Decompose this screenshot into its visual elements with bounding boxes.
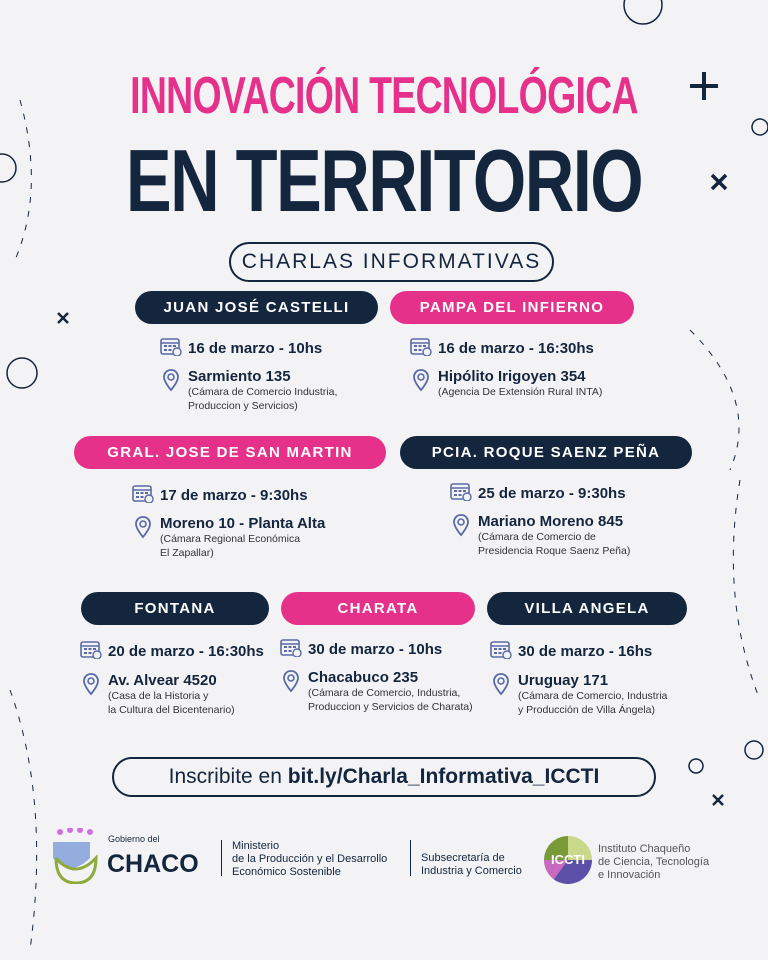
city-pill: PAMPA DEL INFIERNO bbox=[390, 291, 634, 324]
date-text: 25 de marzo - 9:30hs bbox=[478, 484, 626, 502]
date-text: 16 de marzo - 16:30hs bbox=[438, 339, 594, 357]
chaco-wordmark: CHACO bbox=[107, 850, 199, 878]
location-pin-icon bbox=[412, 368, 430, 399]
venue: (Cámara Regional Económica El Zapallar) bbox=[160, 533, 301, 559]
city-pill: GRAL. JOSE DE SAN MARTIN bbox=[74, 436, 386, 469]
title-line-2: EN TERRITORIO bbox=[125, 131, 644, 230]
event-location: Mariano Moreno 845 (Cámara de Comercio de… bbox=[452, 513, 630, 558]
venue: (Agencia De Extensión Rural INTA) bbox=[438, 386, 603, 398]
event-date: 16 de marzo - 10hs bbox=[160, 336, 322, 360]
address: Mariano Moreno 845 bbox=[478, 513, 624, 530]
registration-banner[interactable]: Inscribite en bit.ly/Charla_Informativa_… bbox=[112, 757, 656, 797]
divider bbox=[221, 840, 222, 876]
subtitle-pill: CHARLAS INFORMATIVAS bbox=[229, 242, 554, 282]
location-pin-icon bbox=[82, 672, 100, 717]
location-pin-icon bbox=[134, 515, 152, 560]
date-text: 30 de marzo - 16hs bbox=[518, 642, 653, 660]
address: Sarmiento 135 bbox=[188, 368, 291, 385]
calendar-icon bbox=[490, 639, 512, 663]
address: Uruguay 171 bbox=[518, 672, 609, 689]
chaco-small-text: Gobierno del bbox=[108, 834, 160, 844]
event-location: Hipólito Irigoyen 354 (Agencia De Extensi… bbox=[412, 368, 602, 399]
date-text: 30 de marzo - 10hs bbox=[308, 640, 443, 658]
venue: (Cámara de Comercio, Industria y Producc… bbox=[518, 690, 668, 716]
event-location: Chacabuco 235 (Cámara de Comercio, Indust… bbox=[282, 669, 473, 714]
address: Moreno 10 - Planta Alta bbox=[160, 515, 326, 532]
registration-link[interactable]: bit.ly/Charla_Informativa_ICCTI bbox=[287, 765, 600, 788]
ministry-name: Ministerio de la Producción y el Desarro… bbox=[232, 840, 388, 878]
event-date: 30 de marzo - 16hs bbox=[490, 639, 652, 663]
event-date: 30 de marzo - 10hs bbox=[280, 637, 442, 661]
city-pill: VILLA ANGELA bbox=[487, 592, 687, 625]
address: Chacabuco 235 bbox=[308, 669, 419, 686]
location-pin-icon bbox=[492, 672, 510, 717]
event-location: Uruguay 171 (Cámara de Comercio, Industri… bbox=[492, 672, 667, 717]
calendar-icon bbox=[160, 336, 182, 360]
subsecretaria-name: Subsecretaría de Industria y Comercio bbox=[421, 852, 522, 877]
icct-logo: ICCTI bbox=[544, 836, 592, 884]
date-text: 20 de marzo - 16:30hs bbox=[108, 642, 264, 660]
location-pin-icon bbox=[282, 669, 300, 714]
location-pin-icon bbox=[452, 513, 470, 558]
city-pill: FONTANA bbox=[81, 592, 269, 625]
city-pill: CHARATA bbox=[281, 592, 475, 625]
calendar-icon bbox=[450, 481, 472, 505]
calendar-icon bbox=[410, 336, 432, 360]
city-pill: PCIA. ROQUE SAENZ PEÑA bbox=[400, 436, 692, 469]
venue: (Casa de la Historia y la Cultura del Bi… bbox=[108, 690, 235, 716]
event-date: 25 de marzo - 9:30hs bbox=[450, 481, 626, 505]
icct-name: Instituto Chaqueño de Ciencia, Tecnologí… bbox=[598, 843, 710, 881]
venue: (Cámara de Comercio de Presidencia Roque… bbox=[478, 531, 631, 557]
title-line-1: INNOVACIÓN TECNOLÓGICA bbox=[130, 67, 638, 125]
event-date: 20 de marzo - 16:30hs bbox=[80, 639, 264, 663]
location-pin-icon bbox=[162, 368, 180, 413]
venue: (Cámara de Comercio, Industria, Producci… bbox=[308, 687, 473, 713]
calendar-icon bbox=[280, 637, 302, 661]
cta-prefix: Inscribite en bbox=[168, 765, 288, 788]
event-location: Moreno 10 - Planta Alta (Cámara Regional … bbox=[134, 515, 325, 560]
date-text: 17 de marzo - 9:30hs bbox=[160, 486, 308, 504]
date-text: 16 de marzo - 10hs bbox=[188, 339, 323, 357]
venue: (Cámara de Comercio Industria, Produccio… bbox=[188, 386, 338, 412]
event-date: 16 de marzo - 16:30hs bbox=[410, 336, 594, 360]
address: Hipólito Irigoyen 354 bbox=[438, 368, 586, 385]
chaco-logo-icon bbox=[53, 828, 98, 884]
address: Av. Alvear 4520 bbox=[108, 672, 217, 689]
calendar-icon bbox=[132, 483, 154, 507]
event-location: Av. Alvear 4520 (Casa de la Historia y la… bbox=[82, 672, 235, 717]
calendar-icon bbox=[80, 639, 102, 663]
divider bbox=[410, 840, 411, 876]
event-location: Sarmiento 135 (Cámara de Comercio Industr… bbox=[162, 368, 337, 413]
city-pill: JUAN JOSÉ CASTELLI bbox=[135, 291, 378, 324]
event-date: 17 de marzo - 9:30hs bbox=[132, 483, 308, 507]
